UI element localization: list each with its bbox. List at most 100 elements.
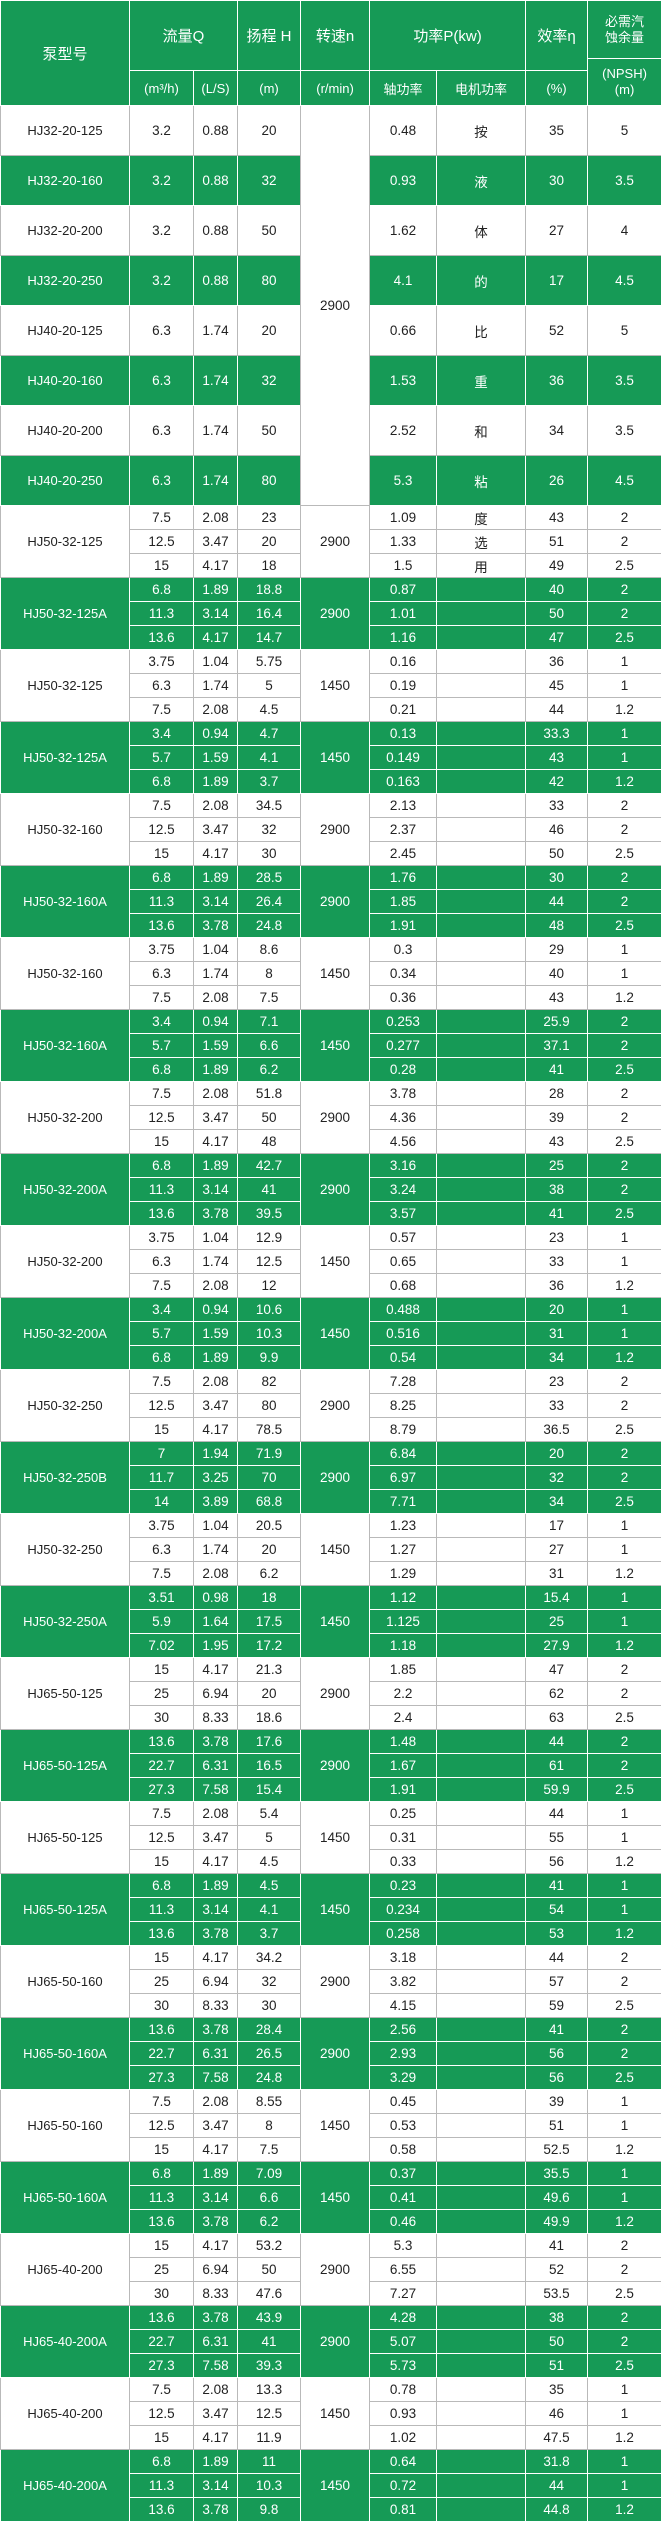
flow-ls-cell: 1.89 <box>194 1058 238 1082</box>
model-cell: HJ40-20-160 <box>1 356 130 406</box>
flow-m3h-cell: 7 <box>130 1442 194 1466</box>
shaft-power-cell: 0.13 <box>370 722 437 746</box>
shaft-power-cell: 0.37 <box>370 2162 437 2186</box>
flow-m3h-cell: 3.2 <box>130 106 194 156</box>
motor-power-cell <box>437 1226 526 1250</box>
flow-m3h-cell: 14 <box>130 1490 194 1514</box>
flow-ls-cell: 0.88 <box>194 256 238 306</box>
head-cell: 16.5 <box>238 1754 301 1778</box>
flow-ls-cell: 3.47 <box>194 2114 238 2138</box>
motor-power-cell <box>437 1826 526 1850</box>
flow-ls-cell: 1.59 <box>194 1322 238 1346</box>
speed-cell: 1450 <box>301 2378 370 2450</box>
flow-ls-cell: 1.59 <box>194 1034 238 1058</box>
efficiency-cell: 39 <box>526 1106 588 1130</box>
flow-ls-cell: 8.33 <box>194 1994 238 2018</box>
flow-m3h-cell: 5.7 <box>130 1322 194 1346</box>
efficiency-cell: 44 <box>526 698 588 722</box>
flow-ls-cell: 2.08 <box>194 794 238 818</box>
motor-power-cell <box>437 1274 526 1298</box>
motor-power-cell <box>437 1658 526 1682</box>
efficiency-cell: 31 <box>526 1322 588 1346</box>
flow-ls-cell: 2.08 <box>194 506 238 530</box>
shaft-power-cell: 1.09 <box>370 506 437 530</box>
flow-m3h-cell: 13.6 <box>130 626 194 650</box>
flow-m3h-cell: 12.5 <box>130 1826 194 1850</box>
shaft-power-cell: 0.36 <box>370 986 437 1010</box>
motor-power-cell <box>437 1154 526 1178</box>
speed-cell: 2900 <box>301 1370 370 1442</box>
npsh-cell: 2 <box>588 2330 661 2354</box>
flow-ls-cell: 1.74 <box>194 1538 238 1562</box>
efficiency-cell: 36 <box>526 356 588 406</box>
shaft-power-cell: 3.16 <box>370 1154 437 1178</box>
speed-cell: 1450 <box>301 1514 370 1586</box>
efficiency-cell: 38 <box>526 1178 588 1202</box>
head-cell: 5 <box>238 674 301 698</box>
model-cell: HJ65-40-200A <box>1 2450 130 2522</box>
flow-m3h-cell: 6.3 <box>130 356 194 406</box>
motor-power-cell: 粘 <box>437 456 526 506</box>
shaft-power-cell: 0.93 <box>370 156 437 206</box>
head-cell: 6.2 <box>238 2210 301 2234</box>
head-cell: 6.6 <box>238 2186 301 2210</box>
npsh-cell: 1.2 <box>588 1562 661 1586</box>
efficiency-cell: 25 <box>526 1610 588 1634</box>
head-cell: 20 <box>238 1682 301 1706</box>
flow-ls-cell: 1.04 <box>194 1226 238 1250</box>
motor-power-cell <box>437 2042 526 2066</box>
speed-cell: 2900 <box>301 578 370 650</box>
efficiency-cell: 27 <box>526 1538 588 1562</box>
speed-cell: 2900 <box>301 2018 370 2090</box>
flow-ls-cell: 1.89 <box>194 1346 238 1370</box>
efficiency-cell: 34 <box>526 406 588 456</box>
head-cell: 10.3 <box>238 2474 301 2498</box>
model-cell: HJ50-32-250A <box>1 1586 130 1658</box>
shaft-power-cell: 0.488 <box>370 1298 437 1322</box>
efficiency-cell: 31 <box>526 1562 588 1586</box>
npsh-cell: 1.2 <box>588 1634 661 1658</box>
flow-m3h-cell: 27.3 <box>130 2066 194 2090</box>
npsh-cell: 2 <box>588 818 661 842</box>
flow-ls-cell: 1.89 <box>194 578 238 602</box>
flow-ls-cell: 2.08 <box>194 1274 238 1298</box>
head-cell: 7.1 <box>238 1010 301 1034</box>
motor-power-cell <box>437 1178 526 1202</box>
speed-cell: 2900 <box>301 2234 370 2306</box>
motor-power-cell <box>437 2354 526 2378</box>
flow-ls-cell: 1.89 <box>194 770 238 794</box>
npsh-cell: 2.5 <box>588 1202 661 1226</box>
head-cell: 70 <box>238 1466 301 1490</box>
npsh-cell: 2 <box>588 1754 661 1778</box>
efficiency-cell: 44 <box>526 1802 588 1826</box>
model-cell: HJ32-20-250 <box>1 256 130 306</box>
flow-ls-cell: 6.94 <box>194 1682 238 1706</box>
head-cell: 80 <box>238 256 301 306</box>
head-cell: 53.2 <box>238 2234 301 2258</box>
model-cell: HJ40-20-200 <box>1 406 130 456</box>
shaft-power-cell: 4.28 <box>370 2306 437 2330</box>
shaft-power-cell: 2.2 <box>370 1682 437 1706</box>
motor-power-cell <box>437 2498 526 2522</box>
efficiency-cell: 47 <box>526 1658 588 1682</box>
flow-m3h-cell: 25 <box>130 2258 194 2282</box>
npsh-cell: 2 <box>588 890 661 914</box>
flow-m3h-cell: 13.6 <box>130 1202 194 1226</box>
flow-m3h-cell: 12.5 <box>130 2402 194 2426</box>
shaft-power-cell: 0.258 <box>370 1922 437 1946</box>
npsh-cell: 2.5 <box>588 1418 661 1442</box>
flow-ls-cell: 0.94 <box>194 1298 238 1322</box>
flow-ls-cell: 7.58 <box>194 2354 238 2378</box>
shaft-power-cell: 2.13 <box>370 794 437 818</box>
motor-power-cell <box>437 1130 526 1154</box>
flow-ls-cell: 2.08 <box>194 698 238 722</box>
efficiency-cell: 41 <box>526 1058 588 1082</box>
motor-power-cell <box>437 650 526 674</box>
shaft-power-cell: 0.21 <box>370 698 437 722</box>
motor-power-cell <box>437 2378 526 2402</box>
